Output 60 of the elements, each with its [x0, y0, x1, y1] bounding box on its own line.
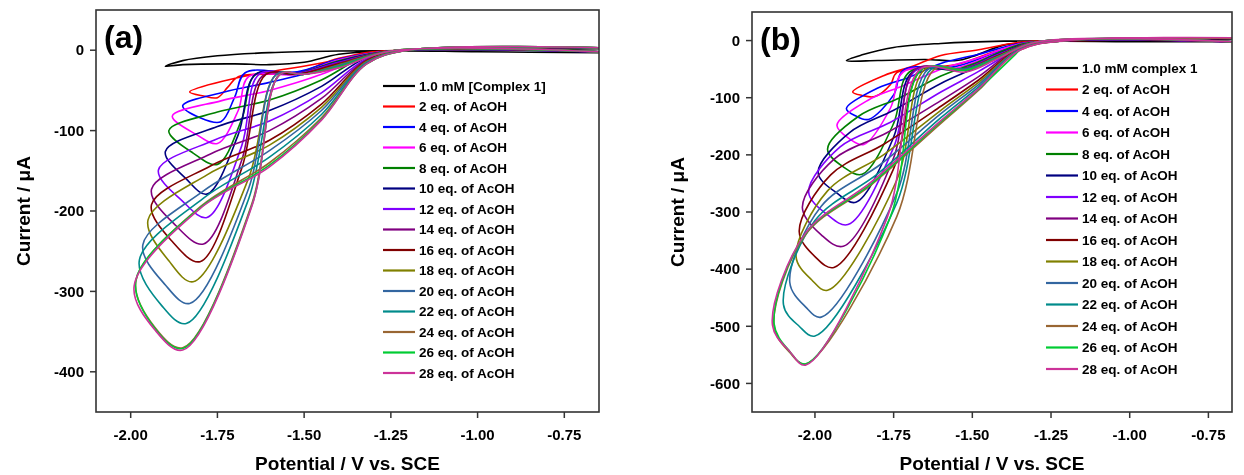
y-tick-label: -100 [709, 88, 740, 106]
y-tick-label: -300 [53, 282, 84, 300]
x-tick-label: -1.00 [1112, 426, 1147, 443]
legend-label: 14 eq. of AcOH [419, 222, 515, 238]
x-tick-label: -1.75 [200, 426, 235, 443]
legend-label: 22 eq. of AcOH [1082, 297, 1178, 313]
y-axis-title: Current / μA [13, 155, 34, 266]
y-tick-label: -500 [709, 317, 740, 335]
y-tick-label: -200 [709, 146, 740, 164]
legend-label: 22 eq. of AcOH [419, 304, 515, 320]
legend-label: 1.0 mM [Complex 1] [419, 78, 546, 94]
y-tick-label: -300 [709, 203, 740, 221]
y-tick-label: -200 [53, 202, 84, 220]
y-axis-title: Current / μA [667, 156, 688, 267]
legend-label: 2 eq. of AcOH [1082, 82, 1171, 98]
legend-label: 6 eq. of AcOH [419, 140, 508, 156]
legend-label: 16 eq. of AcOH [1082, 232, 1178, 248]
legend-label: 10 eq. of AcOH [419, 181, 515, 197]
legend-label: 4 eq. of AcOH [419, 119, 508, 135]
x-axis-title: Potential / V vs. SCE [899, 453, 1085, 474]
legend-label: 28 eq. of AcOH [419, 365, 515, 381]
x-tick-label: -1.25 [1033, 426, 1069, 443]
legend-label: 18 eq. of AcOH [1082, 254, 1178, 270]
legend-label: 2 eq. of AcOH [419, 99, 508, 115]
chart-title: (b) [760, 21, 801, 57]
chart-title: (a) [104, 19, 144, 55]
y-tick-label: 0 [731, 31, 740, 49]
legend-label: 18 eq. of AcOH [419, 263, 515, 279]
legend-label: 26 eq. of AcOH [419, 345, 515, 361]
y-tick-label: -100 [53, 121, 84, 139]
legend-label: 24 eq. of AcOH [1082, 318, 1178, 334]
x-tick-label: -2.00 [113, 426, 148, 443]
x-tick-label: -1.25 [373, 426, 408, 443]
legend-label: 14 eq. of AcOH [1082, 211, 1178, 227]
legend-label: 26 eq. of AcOH [1082, 340, 1178, 356]
legend-label: 20 eq. of AcOH [419, 283, 515, 299]
legend-label: 20 eq. of AcOH [1082, 275, 1178, 291]
legend-label: 8 eq. of AcOH [1082, 146, 1171, 162]
y-tick-label: 0 [75, 41, 84, 59]
legend-label: 12 eq. of AcOH [1082, 189, 1178, 205]
legend-label: 1.0 mM complex 1 [1082, 60, 1199, 76]
legend-label: 6 eq. of AcOH [1082, 125, 1171, 141]
x-tick-label: -1.75 [876, 426, 911, 443]
x-tick-label: -0.75 [1191, 426, 1226, 443]
legend-label: 10 eq. of AcOH [1082, 168, 1178, 184]
legend-label: 4 eq. of AcOH [1082, 103, 1171, 119]
x-tick-label: -2.00 [797, 426, 833, 443]
legend-label: 8 eq. of AcOH [419, 160, 508, 176]
legend-label: 16 eq. of AcOH [419, 242, 515, 258]
x-tick-label: -1.50 [287, 426, 322, 443]
x-tick-label: -1.50 [955, 426, 990, 443]
x-tick-label: -0.75 [547, 426, 582, 443]
y-tick-label: -600 [709, 374, 740, 392]
legend-label: 12 eq. of AcOH [419, 201, 515, 217]
y-tick-label: -400 [709, 260, 740, 278]
x-axis-title: Potential / V vs. SCE [255, 453, 440, 474]
legend-label: 24 eq. of AcOH [419, 324, 515, 340]
x-tick-label: -1.00 [460, 426, 495, 443]
y-tick-label: -400 [53, 363, 84, 381]
legend-label: 28 eq. of AcOH [1082, 361, 1178, 377]
